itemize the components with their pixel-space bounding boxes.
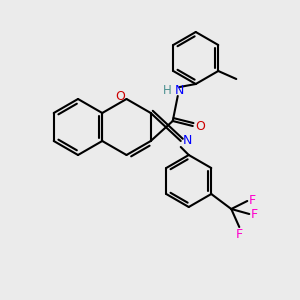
Text: O: O [116,91,125,103]
Text: N: N [175,85,184,98]
Text: F: F [249,194,256,208]
Text: H: H [164,85,172,98]
Text: O: O [195,119,205,133]
Text: F: F [251,208,258,220]
Text: N: N [183,134,192,148]
Text: F: F [236,227,243,241]
